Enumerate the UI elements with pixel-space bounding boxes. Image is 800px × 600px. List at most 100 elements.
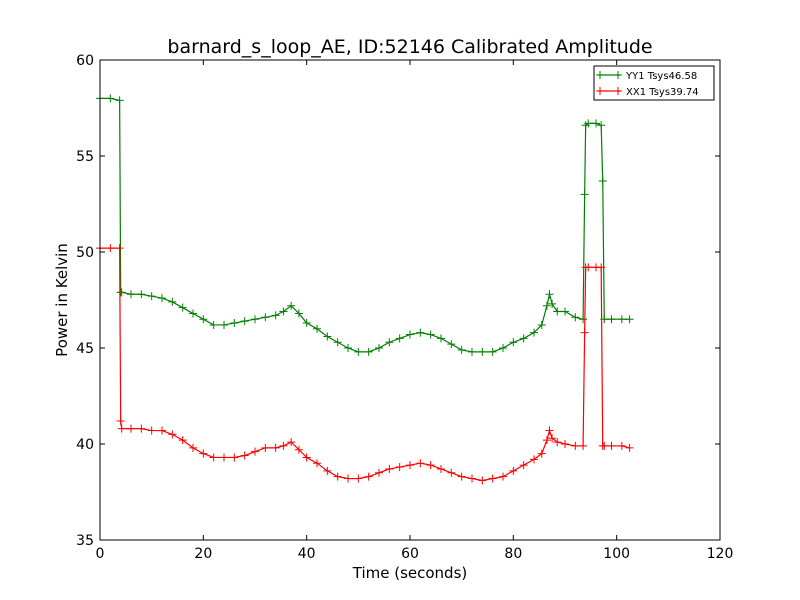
data-point (457, 345, 466, 354)
data-point (548, 434, 557, 443)
series-0 (96, 94, 634, 356)
data-point (499, 472, 507, 481)
legend-label-1: XX1 Tsys39.74 (626, 87, 699, 98)
legend-marker (614, 87, 622, 95)
data-point (294, 309, 303, 318)
data-point (478, 476, 487, 485)
data-point (158, 294, 166, 303)
data-point (147, 426, 156, 435)
data-point (354, 347, 363, 356)
data-point (209, 453, 218, 462)
data-point (437, 464, 445, 473)
data-point (607, 315, 616, 324)
data-point (137, 424, 146, 433)
data-point (600, 441, 609, 450)
x-tick-label: 60 (401, 546, 419, 562)
legend-label-0: YY1 Tsys46.58 (625, 71, 697, 82)
data-point (447, 340, 456, 349)
series-1 (96, 244, 634, 485)
data-point (395, 334, 404, 343)
data-point (509, 338, 518, 347)
data-point (240, 451, 249, 460)
legend-box (593, 65, 715, 101)
data-point (189, 309, 197, 318)
data-point (178, 303, 187, 312)
data-point (447, 468, 456, 477)
data-point (271, 311, 280, 320)
data-point (597, 121, 606, 130)
data-point (137, 290, 146, 299)
data-point (468, 347, 476, 356)
data-point (302, 453, 311, 462)
data-point (240, 317, 249, 326)
chart-title: barnard_s_loop_AE, ID:52146 Calibrated A… (167, 36, 652, 58)
data-point (115, 96, 124, 105)
data-point (364, 347, 373, 356)
data-point (199, 315, 208, 324)
data-point (468, 474, 476, 483)
data-point (545, 426, 554, 435)
axes: 0 20 40 60 80 100 120 35 40 45 50 55 60 (76, 53, 733, 562)
data-point (519, 461, 528, 470)
data-point (385, 464, 394, 473)
data-point (168, 297, 177, 306)
data-point (115, 244, 124, 253)
data-point (106, 94, 115, 103)
data-point (617, 441, 626, 450)
x-tick-label: 0 (96, 546, 105, 562)
data-point (375, 468, 383, 477)
data-point (519, 334, 528, 343)
data-point (287, 301, 296, 310)
data-point (158, 426, 166, 435)
data-point (302, 319, 311, 328)
data-point (579, 315, 588, 324)
data-point (199, 449, 208, 458)
data-point (488, 474, 497, 483)
data-point (251, 315, 259, 324)
data-point (178, 436, 187, 445)
data-point (553, 307, 562, 316)
legend: YY1 Tsys46.58 XX1 Tsys39.74 (593, 65, 715, 101)
data-point (375, 344, 383, 352)
data-point (147, 292, 156, 301)
data-point (354, 474, 363, 483)
data-point (530, 328, 538, 337)
data-point (220, 320, 228, 329)
data-point (271, 443, 280, 452)
data-point (323, 332, 332, 341)
data-point (313, 324, 321, 333)
plot-area (96, 94, 634, 485)
data-point (333, 338, 342, 347)
data-point (537, 449, 546, 458)
data-point (287, 438, 296, 447)
legend-marker (596, 71, 604, 79)
data-point (457, 472, 466, 481)
data-point (617, 315, 626, 324)
x-tick-label: 100 (603, 546, 630, 562)
data-point (499, 344, 507, 352)
y-tick-label: 60 (76, 53, 94, 69)
y-tick-label: 45 (76, 341, 94, 357)
data-point (294, 445, 303, 454)
legend-marker (614, 71, 622, 79)
data-point (127, 290, 135, 299)
data-point (561, 440, 569, 448)
data-point (364, 472, 373, 481)
y-tick-label: 50 (76, 245, 94, 261)
data-point (261, 313, 270, 322)
data-point (478, 347, 487, 356)
legend-marker (596, 87, 604, 95)
data-point (279, 307, 288, 316)
data-point (607, 441, 616, 450)
data-point (279, 441, 288, 450)
data-point (561, 307, 569, 316)
data-point (488, 347, 497, 356)
x-tick-label: 80 (504, 546, 522, 562)
series-line-0 (100, 97, 630, 353)
x-tick-label: 40 (298, 546, 316, 562)
data-point (416, 328, 425, 337)
data-point (426, 330, 435, 339)
data-point (230, 453, 239, 462)
data-point (437, 334, 445, 343)
